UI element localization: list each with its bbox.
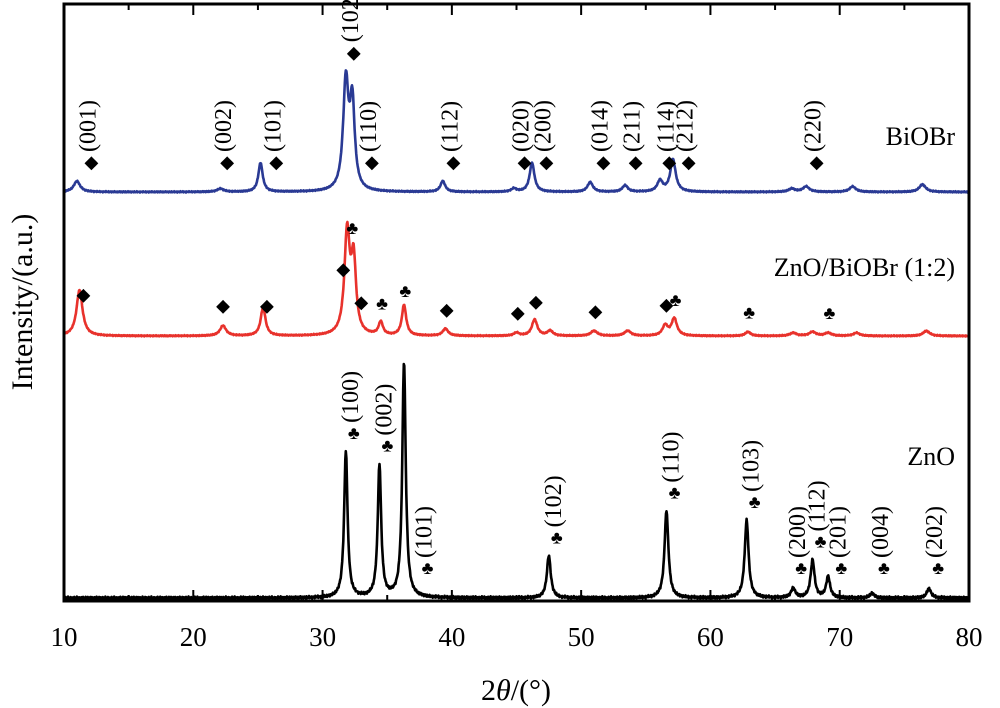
peak-marker: ♣ [795,558,807,578]
x-axis-title-suffix: /(°) [511,674,551,707]
hkl-label: (112) [437,101,463,152]
peak-marker: ♣ [749,492,761,512]
hkl-label: (102) [541,475,567,527]
x-tick-label: 40 [438,622,465,652]
peak-marker: ◆ [354,292,368,312]
hkl-label: (102) [338,0,364,42]
peak-marker: ♣ [346,218,358,238]
peak-marker: ♣ [669,483,681,503]
peak-marker: ◆ [336,259,350,279]
peak-marker: ◆ [588,301,602,321]
peak-marker: ◆ [76,285,90,305]
plot-content: ◆(001)◆(002)◆(101)◆(102)◆(110)◆(112)◆(02… [63,0,971,601]
peak-marker: ◆ [260,296,274,316]
peak-marker: ◆ [84,152,98,172]
peak-marker: ◆ [220,152,234,172]
peak-marker: ♣ [382,436,394,456]
hkl-label: (101) [412,506,438,558]
hkl-label: (112) [805,480,831,531]
peak-marker: ♣ [743,302,755,322]
hkl-label: (002) [372,384,398,436]
x-tick-label: 70 [826,622,853,652]
peak-marker: ◆ [446,152,460,172]
y-axis-title: Intensity/(a.u.) [6,214,39,391]
peak-marker: ♣ [422,558,434,578]
peak-marker: ◆ [682,152,696,172]
x-axis: 10 20 30 40 50 60 70 80 [51,4,983,652]
peak-marker: ♣ [835,558,847,578]
peak-marker: ♣ [815,531,827,551]
hkl-label: (110) [659,432,685,483]
hkl-label: (100) [338,371,364,423]
peak-marker: ♣ [878,558,890,578]
peak-marker: ◆ [662,152,676,172]
hkl-label: (202) [922,506,948,558]
x-tick-label: 20 [180,622,207,652]
series-line-biobr [63,69,970,194]
x-tick-label: 30 [309,622,336,652]
hkl-label: (212) [673,100,699,152]
series-label-zno: ZnO [907,442,955,471]
x-axis-title: 2θ/(°) [481,674,551,707]
series-line-zno [63,362,970,601]
hkl-label: (014) [587,100,613,152]
hkl-label: (002) [211,100,237,152]
hkl-label: (200) [531,100,557,152]
peak-marker: ◆ [347,42,361,62]
peak-marker: ◆ [540,152,554,172]
peak-marker: ◆ [216,296,230,316]
x-tick-label: 60 [697,622,724,652]
series-label-biobr: BiOBr [886,122,956,151]
peak-marker: ♣ [551,527,563,547]
peak-marker: ◆ [440,299,454,319]
peak-marker: ♣ [376,293,388,313]
peak-marker: ◆ [518,152,532,172]
peak-marker: ♣ [399,281,411,301]
hkl-label: (201) [825,506,851,558]
peak-marker: ◆ [529,291,543,311]
hkl-label: (220) [801,100,827,152]
peak-marker: ◆ [629,152,643,172]
peak-marker: ◆ [810,152,824,172]
hkl-label: (001) [75,100,101,152]
hkl-label: (004) [868,506,894,558]
hkl-label: (114) [653,101,679,152]
hkl-label: (101) [260,100,286,152]
x-axis-title-theta: θ [496,674,511,707]
peak-marker: ♣ [348,423,360,443]
peak-marker: ◆ [269,152,283,172]
x-tick-label: 10 [51,622,78,652]
hkl-label: (020) [509,100,535,152]
hkl-label: (110) [356,101,382,152]
series-line-zno-biobr [63,220,971,338]
peak-marker: ◆ [511,303,525,323]
x-axis-title-prefix: 2 [481,674,496,707]
hkl-label: (200) [785,506,811,558]
peak-marker: ♣ [932,558,944,578]
peak-marker: ♣ [823,303,835,323]
peak-marker: ◆ [365,152,379,172]
hkl-label: (211) [620,101,646,152]
x-tick-label: 50 [568,622,595,652]
peak-marker: ◆ [660,295,674,315]
peak-marker: ◆ [596,152,610,172]
series-label-zno-biobr: ZnO/BiOBr (1:2) [774,253,955,282]
hkl-label: (103) [739,440,765,492]
peak-marker: ♣ [670,290,682,310]
x-tick-label: 80 [956,622,983,652]
